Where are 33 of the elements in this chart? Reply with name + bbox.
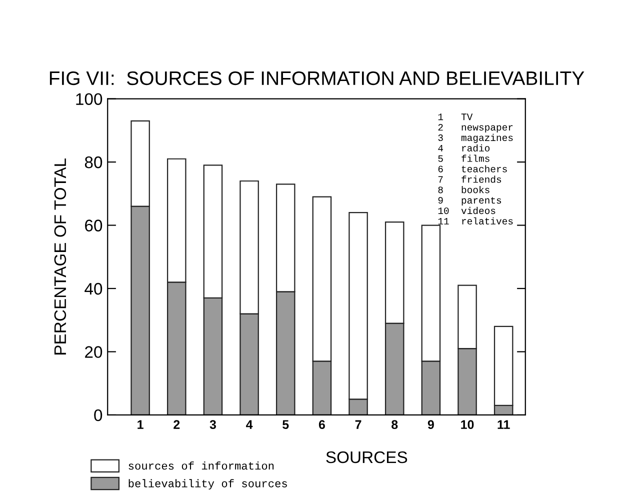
annotation: 9 parents <box>438 197 502 206</box>
x-tick-label: 11 <box>498 420 510 429</box>
annotation: 3 magazines <box>438 134 513 143</box>
x-axis-title: SOURCES <box>326 451 408 464</box>
x-tick-label: 9 <box>428 420 434 430</box>
x-tick-label: 10 <box>461 420 474 430</box>
x-tick-label: 1 <box>138 420 144 429</box>
annotation: 10 videos <box>438 206 496 214</box>
legend-label: believability of sources <box>128 479 287 490</box>
annotation: 7 friends <box>438 176 502 183</box>
annotation: 4 radio <box>438 144 490 152</box>
x-tick-label: 4 <box>246 420 253 429</box>
x-tick-label: 3 <box>210 420 216 430</box>
annotation: 11 relatives <box>438 217 513 224</box>
y-tick-label: 100 <box>76 93 102 106</box>
y-axis-title: PERCENTAGE OF TOTAL <box>54 158 66 354</box>
x-tick-label: 7 <box>355 420 362 429</box>
annotation: 5 films <box>438 154 490 162</box>
annotation: 2 newspaper <box>438 124 513 133</box>
annotation: 1 TV <box>438 114 473 120</box>
y-tick-label: 60 <box>85 220 102 232</box>
x-tick-label: 2 <box>174 420 180 429</box>
y-tick-label: 0 <box>94 409 102 422</box>
annotation: 6 teachers <box>438 165 507 172</box>
x-tick-label: 5 <box>282 420 289 430</box>
chart-title: FIG VII: SOURCES OF INFORMATION AND BELIEVABILITY <box>50 71 584 86</box>
y-tick-label: 40 <box>84 282 102 295</box>
legend-label: sources of information <box>128 462 274 470</box>
x-tick-label: 8 <box>392 420 398 430</box>
annotation: 8 books <box>438 186 490 194</box>
y-tick-label: 20 <box>85 346 102 358</box>
y-tick-label: 80 <box>84 156 102 168</box>
x-tick-label: 6 <box>318 420 325 430</box>
